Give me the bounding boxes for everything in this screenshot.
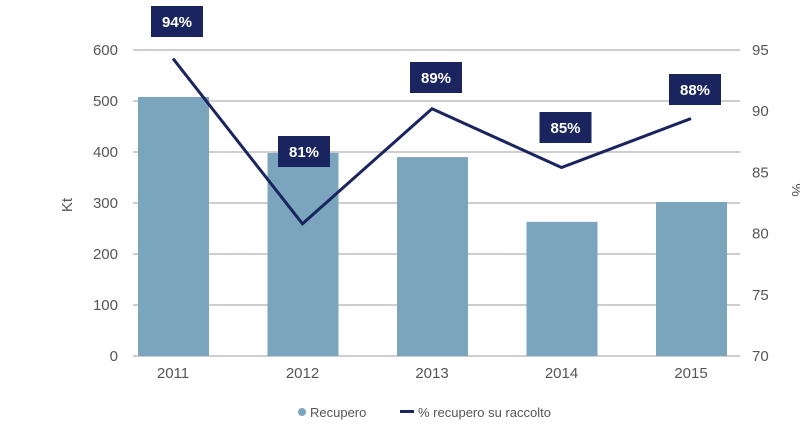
legend-swatch-percent [400,410,414,413]
y-tick-label: 100 [93,297,118,314]
y-right-tick-label: 85 [752,164,769,181]
data-label-box [151,6,203,37]
x-tick-label: 2012 [286,365,319,382]
data-label-2011: 94% [151,6,203,37]
legend: Recupero % recupero su raccolto [298,405,551,420]
x-tick-label: 2014 [545,365,578,382]
x-tick-label: 2011 [157,365,189,382]
legend-swatch-recupero [298,408,306,416]
data-label-text: 85% [550,120,580,137]
x-tick-label: 2015 [674,365,707,382]
bar-2015 [656,201,727,356]
data-label-box [410,62,462,93]
data-label-box [278,136,330,167]
y-tick-label: 0 [110,348,118,365]
y-right-tick-label: 70 [752,348,769,365]
bar-2012 [267,153,339,356]
y-tick-label: 400 [93,144,118,161]
data-label-box [669,74,721,105]
bar-2011 [138,96,209,357]
y-right-tick-label: 80 [752,226,769,243]
line-series [171,57,692,226]
legend-label-recupero: Recupero [310,405,366,420]
data-label-text: 81% [289,144,319,161]
y-right-tick-label: 95 [752,42,769,59]
y-right-tick-label: 90 [752,103,769,120]
data-label-text: 88% [680,82,710,99]
data-label-2012: 81% [278,136,330,167]
legend-label-percent: % recupero su raccolto [418,405,551,420]
y-tick-label: 300 [93,195,118,212]
data-label-2013: 89% [410,62,462,93]
y-axis-label: Kt [59,197,76,212]
data-label-2014: 85% [539,112,592,143]
y-tick-label: 500 [93,93,118,110]
y-tick-label: 200 [93,246,118,263]
bar-2013 [397,157,468,356]
data-label-2015: 88% [669,74,721,105]
y-right-tick-label: 75 [752,287,769,304]
x-tick-label: 2013 [415,365,448,382]
y-axis-right-label: % [788,183,800,196]
data-label-text: 89% [421,70,451,87]
bar-2014 [526,221,598,356]
y-tick-label: 600 [93,42,118,59]
data-label-box [539,112,592,143]
data-label-text: 94% [162,14,192,31]
